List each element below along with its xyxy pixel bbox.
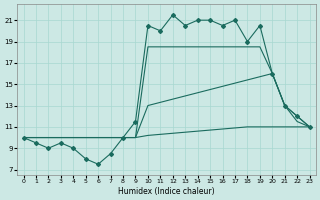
- X-axis label: Humidex (Indice chaleur): Humidex (Indice chaleur): [118, 187, 215, 196]
